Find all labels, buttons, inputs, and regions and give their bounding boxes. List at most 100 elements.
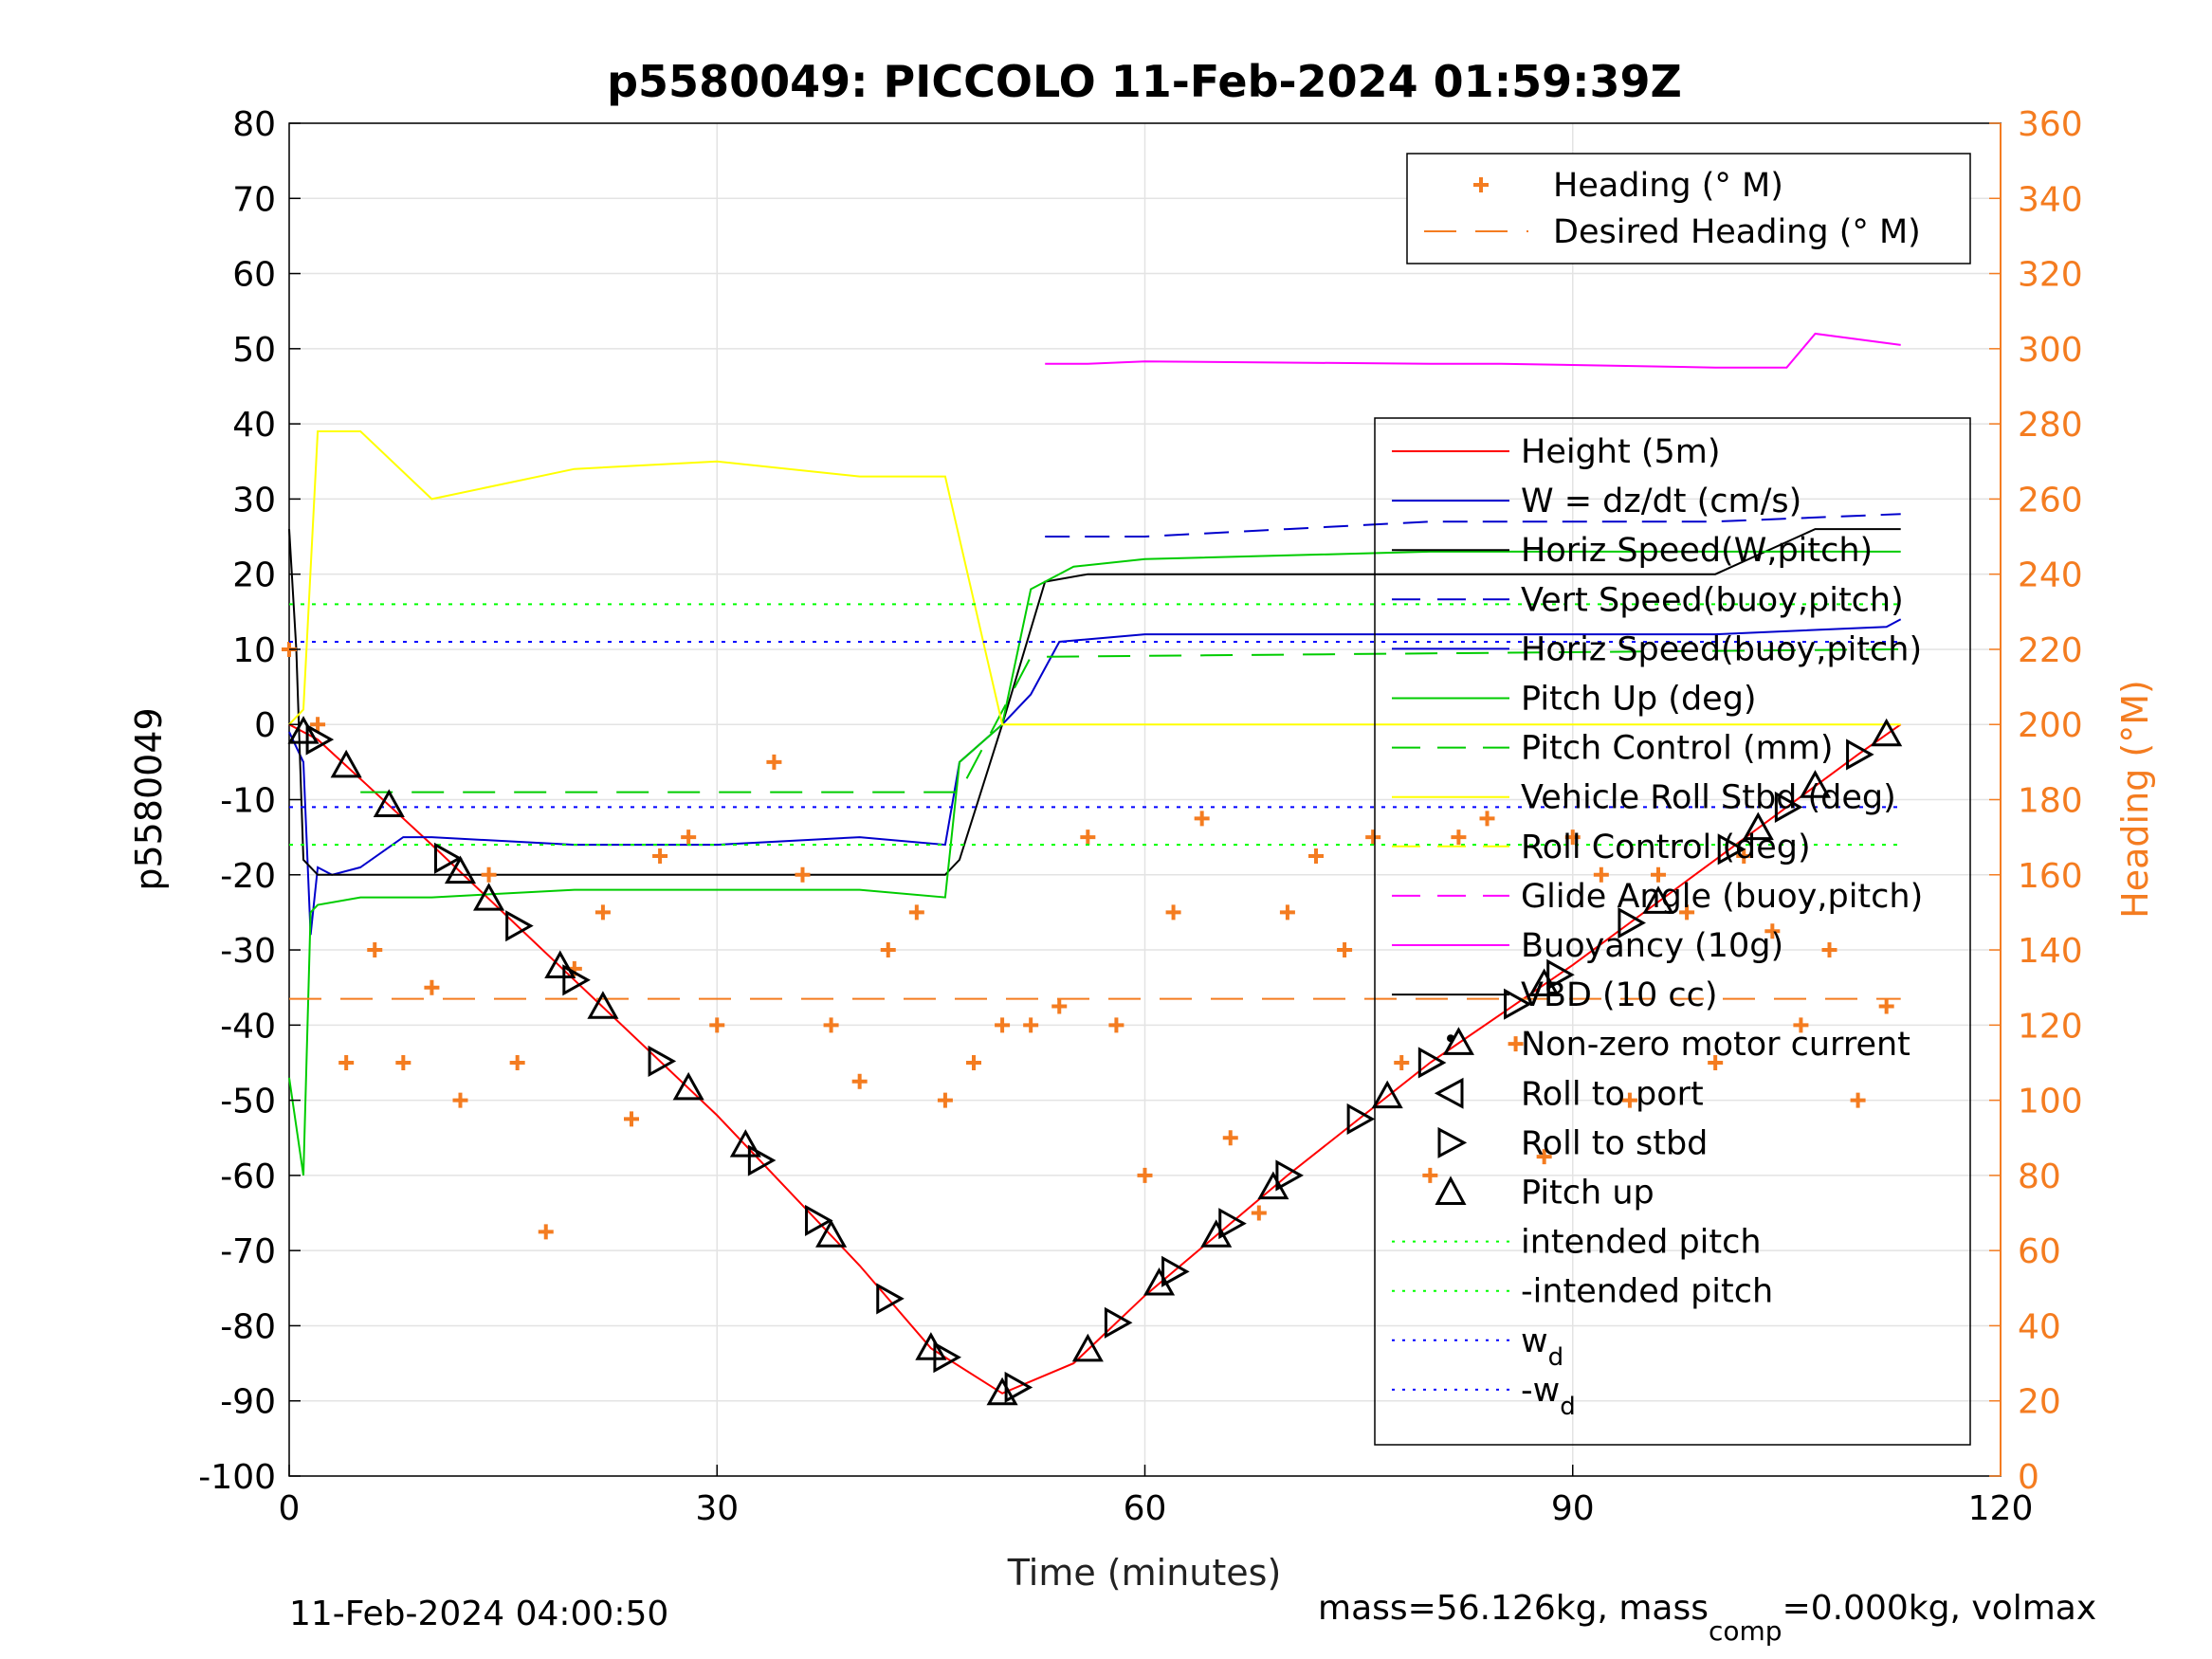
legend-label: Horiz Speed(buoy,pitch) xyxy=(1521,630,1922,668)
pitch-up-marker xyxy=(915,1332,947,1360)
roll-to-stbd-marker xyxy=(505,910,534,942)
heading-point xyxy=(1708,1054,1724,1070)
heading-point xyxy=(395,1054,411,1070)
pitch-up-marker xyxy=(1143,1267,1176,1296)
pitch-up-marker xyxy=(1528,968,1561,997)
series-line-buoyancy-10g- xyxy=(1045,332,1901,369)
pitch-up-marker xyxy=(1257,1171,1289,1200)
y-tick-label: 50 xyxy=(232,331,276,370)
heading-point xyxy=(509,1054,525,1070)
heading-point xyxy=(1080,830,1096,846)
heading-point xyxy=(1108,1017,1124,1033)
heading-point xyxy=(1793,1017,1809,1033)
legend-label: VBD (10 cc) xyxy=(1521,976,1718,1014)
legend-label-text: Pitch Control (mm) xyxy=(1521,730,1833,768)
heading-point xyxy=(766,754,782,770)
pitch-up-marker xyxy=(287,716,320,744)
pitch-up-marker xyxy=(1071,1333,1104,1362)
pitch-up-marker xyxy=(986,1376,1018,1406)
footer-mass-b: =0.000kg, volmax xyxy=(1782,1589,2097,1628)
pitch-up-marker xyxy=(1871,718,1903,747)
pitch-up-marker xyxy=(815,1219,848,1248)
x-tick-label: 30 xyxy=(695,1489,739,1528)
left-axis-ticks: 80 70 60 50 40 30 20 10 0 -10 -20 -30 -40 -50 -60 -70 -8… xyxy=(198,105,301,1497)
roll-to-stbd-marker xyxy=(747,1144,777,1176)
heading-point xyxy=(1165,904,1181,921)
heading-point xyxy=(937,1092,953,1108)
legend-label-text: Vert Speed(buoy,pitch) xyxy=(1521,581,1904,619)
roll-to-stbd-marker xyxy=(1618,906,1646,939)
legend-heading: Heading (° M) Desired Heading (° M) xyxy=(1406,153,1971,264)
heading-point xyxy=(908,904,924,921)
heading-point xyxy=(452,1092,468,1108)
legend-label: Roll to port xyxy=(1521,1075,1704,1113)
legend-label: Height (5m) xyxy=(1521,433,1721,471)
y-tick-label: -10 xyxy=(220,782,276,821)
heading-point xyxy=(1736,848,1752,864)
y2-tick-label: 260 xyxy=(2018,481,2083,520)
pitch-up-marker xyxy=(1642,885,1674,914)
heading-point xyxy=(1651,866,1666,883)
legend-label-text: Horiz Speed(W,pitch) xyxy=(1521,532,1873,570)
series-line-vehicle-roll-stbd-deg- xyxy=(288,430,1901,726)
roll-to-stbd-marker xyxy=(1546,958,1575,991)
heading-point xyxy=(1251,1205,1267,1221)
roll-to-stbd-marker xyxy=(1717,833,1746,866)
y2-tick-label: 160 xyxy=(2018,857,2083,896)
footer-date: 11-Feb-2024 04:00:50 xyxy=(289,1595,668,1633)
legend-label: Pitch up xyxy=(1521,1175,1654,1212)
legend-sample xyxy=(1434,1077,1464,1109)
pitch-up-marker xyxy=(1799,770,1832,798)
roll-to-stbd-marker xyxy=(648,1045,677,1077)
x-axis-label: Time (minutes) xyxy=(1007,1552,1282,1594)
y-tick-label: -50 xyxy=(220,1083,276,1121)
roll-to-stbd-marker xyxy=(562,964,591,996)
y2-tick-label: 180 xyxy=(2018,782,2083,821)
y-tick-label: 30 xyxy=(232,481,276,520)
y-tick-label: 40 xyxy=(232,406,276,445)
legend-sample xyxy=(1447,1034,1454,1043)
y-tick-label: 20 xyxy=(232,556,276,595)
legend-label-text: W = dz/dt (cm/s) xyxy=(1521,483,1801,520)
y-tick-label: -30 xyxy=(220,932,276,971)
y2-axis-label: Heading (°M) xyxy=(2114,680,2156,919)
heading-point xyxy=(1023,1017,1039,1033)
y2-tick-label: 200 xyxy=(2018,706,2083,745)
series-line-horiz-speed-w-pitch- xyxy=(288,528,1901,876)
y-tick-label: -90 xyxy=(220,1383,276,1422)
legend-label-text: Glide Angle (buoy,pitch) xyxy=(1521,878,1923,916)
heading-point xyxy=(310,717,326,733)
legend-sample xyxy=(1435,1176,1467,1205)
y2-tick-label: 280 xyxy=(2018,406,2083,445)
roll-to-stbd-marker xyxy=(805,1204,833,1237)
legend-heading-label: Heading (° M) xyxy=(1553,167,1783,205)
series-line-w-dz-dt-cm-s- xyxy=(288,618,1902,936)
pitch-up-marker xyxy=(473,883,505,911)
pitch-up-marker xyxy=(587,991,619,1019)
legend-label: Roll Control (deg) xyxy=(1521,829,1811,866)
heading-point xyxy=(1422,1167,1438,1183)
x-tick-label: 60 xyxy=(1124,1489,1167,1528)
legend-label: W = dz/dt (cm/s) xyxy=(1521,483,1801,520)
heading-point xyxy=(709,1017,725,1033)
roll-to-stbd-marker xyxy=(1774,791,1803,823)
roll-to-stbd-marker xyxy=(433,842,463,874)
heading-point xyxy=(1564,830,1581,846)
y2-tick-label: 360 xyxy=(2018,105,2083,144)
pitch-up-marker xyxy=(330,749,362,778)
pitch-up-marker xyxy=(1371,1080,1403,1109)
legend-label-subscript: d xyxy=(1548,1343,1564,1372)
heading-point xyxy=(367,942,383,958)
footer-mass: mass=56.126kg, masscomp=0.000kg, volmax xyxy=(1318,1589,2096,1647)
pitch-up-marker xyxy=(444,855,477,884)
legend-label-text: Roll to stbd xyxy=(1521,1124,1708,1162)
y2-tick-label: 20 xyxy=(2018,1383,2061,1422)
y-tick-label: 0 xyxy=(254,706,276,745)
heading-point xyxy=(681,830,697,846)
footer-mass-sub: comp xyxy=(1709,1615,1782,1647)
roll-to-stbd-marker xyxy=(1275,1159,1304,1192)
pitch-up-marker xyxy=(672,1071,704,1101)
legend-label: Roll to stbd xyxy=(1521,1124,1708,1162)
y-tick-label: 60 xyxy=(232,256,276,295)
legend-sample xyxy=(1437,1126,1468,1158)
